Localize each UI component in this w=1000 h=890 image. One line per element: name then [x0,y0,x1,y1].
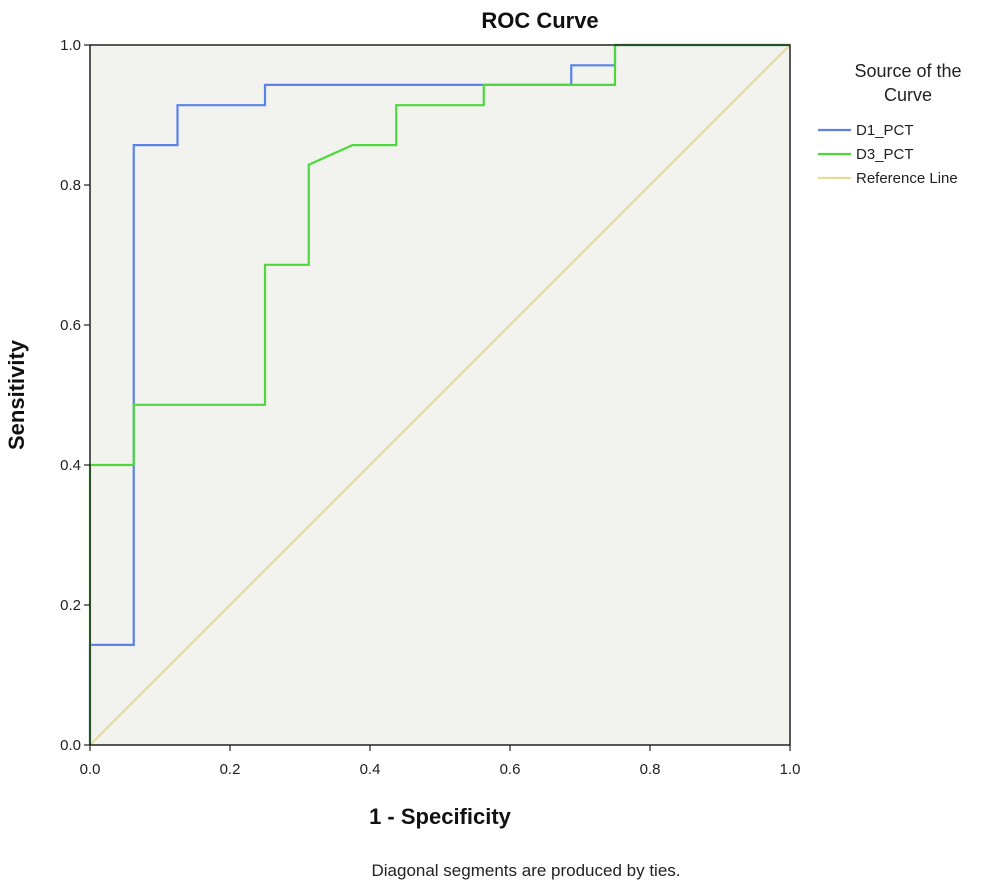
y-tick-label: 0.8 [60,177,81,194]
legend: Source of the Curve D1_PCT D3_PCT Referenc… [818,61,962,187]
legend-label-d3-pct: D3_PCT [856,146,914,163]
y-tick-label: 1.0 [60,37,81,54]
legend-title-line-1: Source of the [854,61,961,81]
series-line-reference-line [89,44,791,746]
legend-label-reference-line: Reference Line [856,170,958,187]
legend-items: D1_PCT D3_PCT Reference Line [818,122,958,187]
x-tick-label: 0.6 [500,761,521,778]
y-tick-label: 0.2 [60,597,81,614]
legend-title-line-2: Curve [884,85,932,105]
x-tick-label: 0.0 [80,761,101,778]
y-tick-label: 0.4 [60,457,81,474]
series-line-d3-pct [88,43,790,745]
y-tick-label: 0.6 [60,317,81,334]
y-axis-title: Sensitivity [4,339,29,450]
footnote: Diagonal segments are produced by ties. [371,861,680,880]
chart-title: ROC Curve [481,8,598,33]
legend-label-d1-pct: D1_PCT [856,122,914,139]
plot-border [89,44,791,746]
x-tick-label: 0.4 [360,761,381,778]
ticks-layer: 0.0 0.2 0.4 0.6 0.8 1.0 0.0 0.2 0.4 0.6 0.8 1.0 [60,37,800,778]
x-tick-label: 1.0 [780,761,801,778]
x-axis-title: 1 - Specificity [369,804,512,829]
y-tick-label: 0.0 [60,737,81,754]
x-tick-label: 0.2 [220,761,241,778]
x-tick-label: 0.8 [640,761,661,778]
series-layer [88,43,791,746]
